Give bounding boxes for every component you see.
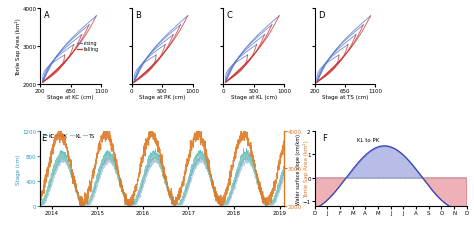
Text: KL to PK: KL to PK	[357, 137, 380, 142]
Y-axis label: Water surface slope (cm/km): Water surface slope (cm/km)	[296, 133, 301, 204]
Text: C: C	[227, 11, 233, 20]
X-axis label: Stage at PK (cm): Stage at PK (cm)	[139, 95, 185, 100]
Y-axis label: Tonle Sap Area (km²): Tonle Sap Area (km²)	[15, 18, 21, 76]
Legend: KC, PK, KL, TS: KC, PK, KL, TS	[43, 133, 95, 138]
X-axis label: Stage at KC (cm): Stage at KC (cm)	[47, 95, 94, 100]
Text: E: E	[42, 133, 47, 142]
X-axis label: Stage at KL (cm): Stage at KL (cm)	[230, 95, 277, 100]
Text: F: F	[322, 133, 327, 142]
X-axis label: Stage at TS (cm): Stage at TS (cm)	[322, 95, 368, 100]
Text: A: A	[44, 11, 50, 20]
Y-axis label: Stage (cm): Stage (cm)	[16, 153, 21, 184]
Text: D: D	[318, 11, 325, 20]
Legend: rising, falling: rising, falling	[77, 41, 99, 52]
Y-axis label: Tonle Sap Area (km²): Tonle Sap Area (km²)	[303, 140, 310, 197]
Text: B: B	[136, 11, 141, 20]
